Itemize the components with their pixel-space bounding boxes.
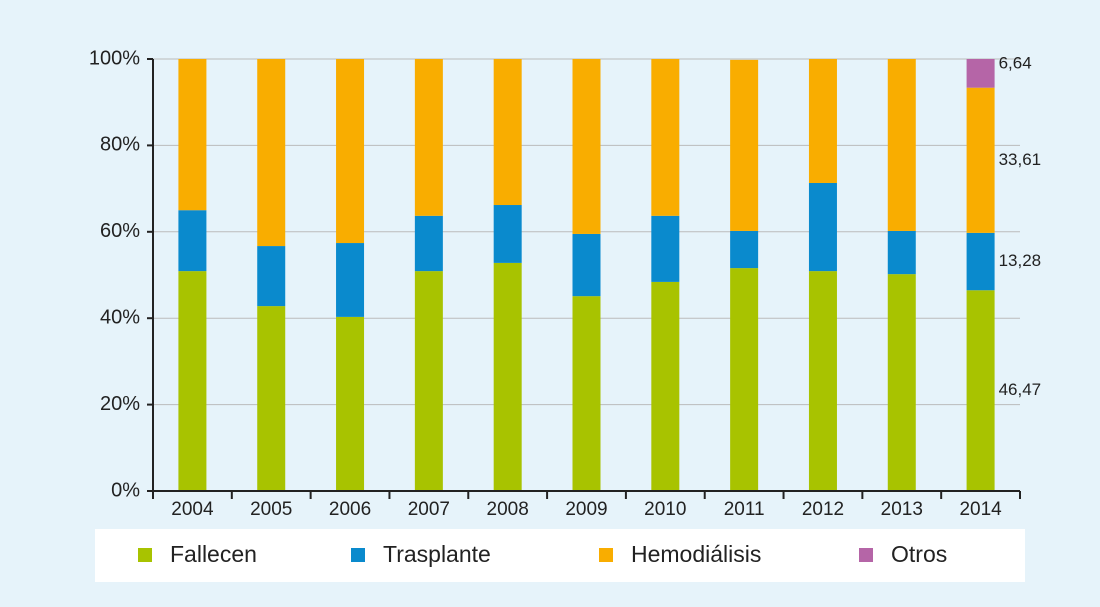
bar-segment [493,262,522,491]
bar-segment [887,230,916,275]
value-label: 46,47 [999,380,1042,399]
bar-segment [257,306,286,491]
x-tick-label: 2004 [171,499,214,520]
bar-segment [887,274,916,491]
x-tick-label: 2010 [644,499,686,520]
legend-swatch [859,548,873,562]
y-tick-label: 20% [100,393,140,415]
bar-segment [730,59,759,231]
bar-segment [336,316,365,491]
bar-segment [414,271,443,491]
bar-segment [966,290,995,491]
bar-segment [966,232,995,291]
value-label: 13,28 [999,251,1042,270]
bar-segment [730,230,759,269]
bar-segment [257,246,286,307]
value-label: 33,61 [999,150,1042,169]
bar-segment [651,281,680,491]
x-tick-label: 2009 [565,499,607,520]
bar-segment [336,59,365,244]
legend-label: Hemodiálisis [631,541,761,567]
bar-segment [493,205,522,263]
bar-segment [651,215,680,282]
legend-swatch [138,548,152,562]
bar-segment [966,87,995,233]
y-tick-label: 100% [89,47,140,69]
y-tick-label: 40% [100,306,140,328]
bar-segment [572,59,601,234]
bar-segment [336,243,365,317]
bar-segment [808,182,837,272]
y-tick-label: 0% [111,479,140,501]
bar-segment [493,59,522,206]
bar-segment [730,268,759,491]
legend-label: Trasplante [383,541,491,567]
bar-segment [257,59,286,247]
legend-label: Otros [891,541,947,567]
x-tick-label: 2005 [250,499,292,520]
x-tick-label: 2008 [487,499,529,520]
x-tick-label: 2012 [802,499,844,520]
x-tick-label: 2013 [881,499,923,520]
bar-segment [572,233,601,297]
bar-segment [808,271,837,491]
bar-segment [178,59,207,211]
bar-segment [966,59,995,88]
x-tick-label: 2014 [959,499,1002,520]
bar-segment [572,296,601,491]
y-tick-label: 80% [100,134,140,156]
bar-segment [414,215,443,272]
legend-swatch [351,548,365,562]
bar-segment [887,59,916,231]
x-tick-label: 2011 [724,499,765,520]
bar-segment [178,271,207,491]
legend-label: Fallecen [170,541,257,567]
legend-swatch [599,548,613,562]
y-tick-label: 60% [100,220,140,242]
x-tick-label: 2007 [408,499,450,520]
value-label: 6,64 [999,53,1032,72]
bar-segment [414,59,443,216]
bar-segment [651,59,680,216]
x-tick-label: 2006 [329,499,371,520]
bar-segment [808,59,837,183]
bar-segment [178,210,207,272]
